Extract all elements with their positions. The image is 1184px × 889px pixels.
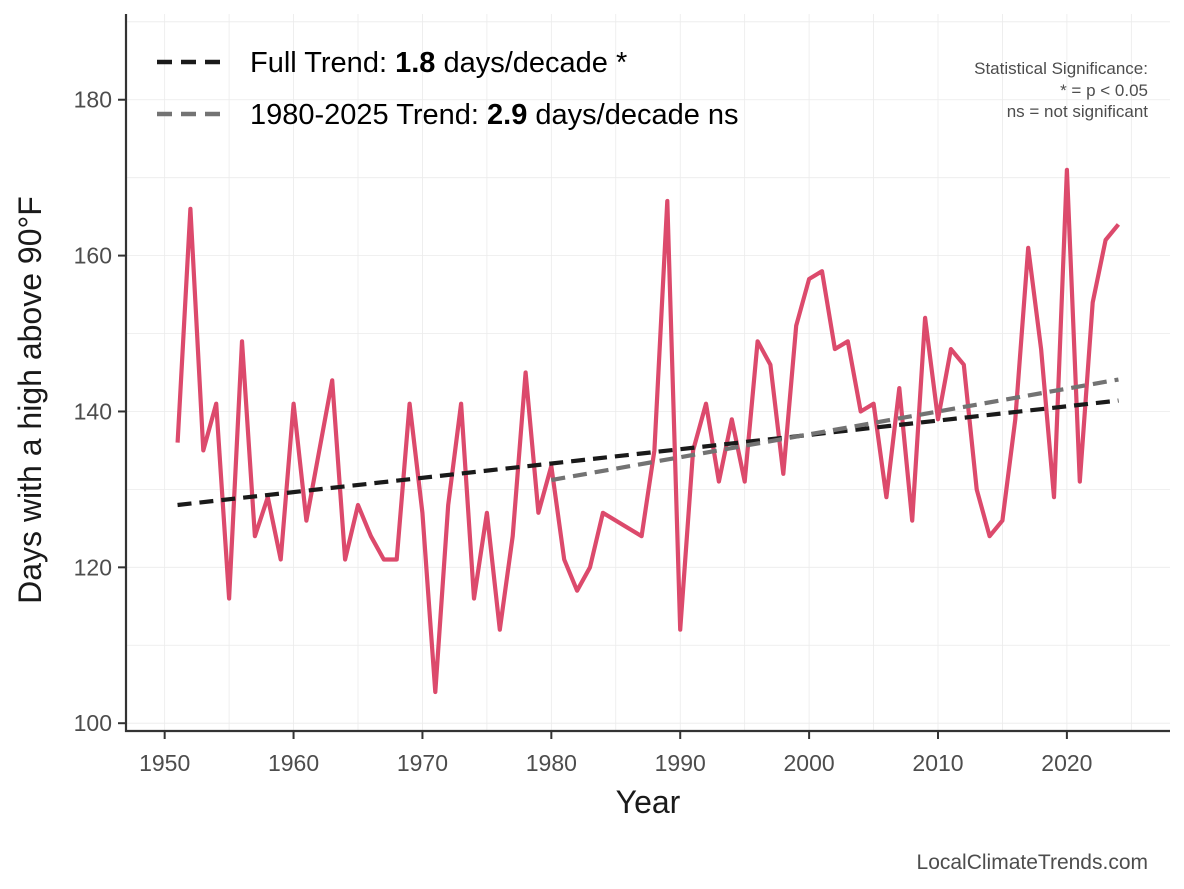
y-axis-title: Days with a high above 90°F <box>12 196 48 604</box>
x-tick-label: 1960 <box>268 750 319 776</box>
legend-value-full-trend: 1.8 <box>395 47 435 79</box>
trend-line <box>550 377 1119 483</box>
grid <box>126 14 1170 731</box>
series-line <box>175 167 1121 695</box>
y-tick-label: 140 <box>74 398 112 424</box>
x-tick-label: 1990 <box>655 750 706 776</box>
legend-prefix-1980-trend: 1980-2025 Trend: <box>250 99 487 131</box>
y-tick-label: 100 <box>74 710 112 736</box>
x-tick-label: 2010 <box>912 750 963 776</box>
x-tick-label: 1980 <box>526 750 577 776</box>
legend: Full Trend: 1.8 days/decade * 1980-2025 … <box>157 47 739 131</box>
significance-note: Statistical Significance: * = p < 0.05 n… <box>974 59 1148 121</box>
x-tick-label: 1950 <box>139 750 190 776</box>
x-tick-label: 2020 <box>1041 750 1092 776</box>
axes <box>124 14 1170 733</box>
y-tick-label: 180 <box>74 87 112 113</box>
legend-label-1980-trend: 1980-2025 Trend: 2.9 days/decade ns <box>250 99 739 131</box>
legend-suffix-1980-trend: days/decade ns <box>527 99 738 131</box>
legend-value-1980-trend: 2.9 <box>487 99 527 131</box>
x-ticks: 1950 1960 1970 1980 1990 2000 2010 2020 <box>139 731 1092 776</box>
legend-suffix-full-trend: days/decade * <box>435 47 627 79</box>
significance-line-2: ns = not significant <box>1007 102 1149 121</box>
x-tick-label: 2000 <box>784 750 835 776</box>
trend-lines <box>177 377 1119 508</box>
x-axis-title: Year <box>616 784 681 820</box>
data-series <box>175 167 1121 695</box>
y-ticks: 100 120 140 160 180 <box>74 87 126 736</box>
credit-text: LocalClimateTrends.com <box>917 851 1148 874</box>
significance-line-1: * = p < 0.05 <box>1060 81 1148 100</box>
trend-line <box>177 398 1119 508</box>
significance-title: Statistical Significance: <box>974 59 1148 78</box>
y-tick-label: 160 <box>74 243 112 269</box>
legend-prefix-full-trend: Full Trend: <box>250 47 395 79</box>
x-tick-label: 1970 <box>397 750 448 776</box>
y-tick-label: 120 <box>74 554 112 580</box>
legend-label-full-trend: Full Trend: 1.8 days/decade * <box>250 47 627 79</box>
